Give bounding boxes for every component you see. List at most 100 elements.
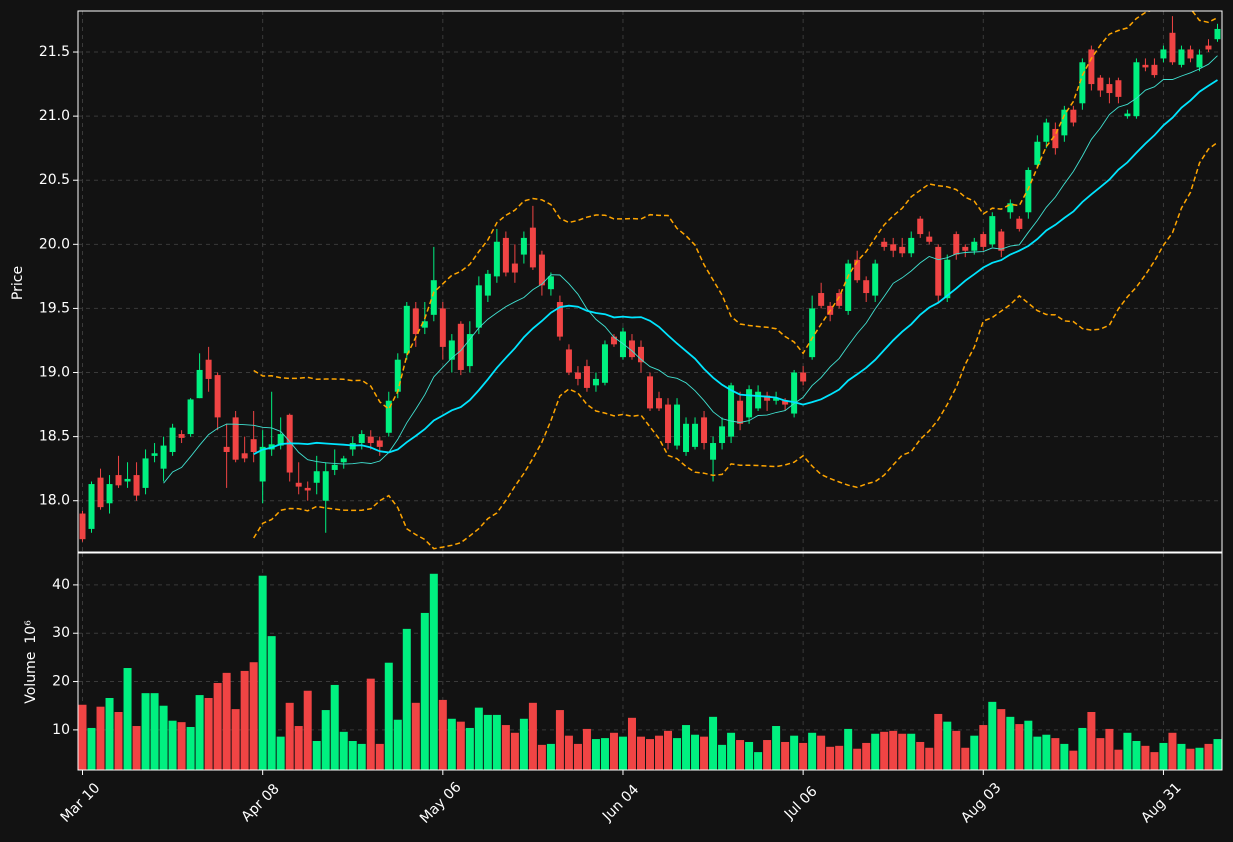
candle-body [430, 280, 437, 315]
volume-bar [321, 710, 330, 770]
y-tick-label: 30 [52, 625, 70, 641]
candle-body [962, 246, 969, 251]
volume-bar [1015, 724, 1024, 770]
volume-bar [168, 720, 177, 770]
y-tick-label: 19.5 [39, 300, 70, 316]
volume-bar [781, 741, 790, 770]
candle-body [908, 237, 915, 254]
candle-body [818, 293, 825, 306]
candle-body [565, 349, 572, 373]
candle-body [142, 458, 149, 488]
candle-body [502, 237, 509, 273]
volume-bar [582, 728, 591, 770]
volume-bar [609, 732, 618, 770]
candle-body [412, 308, 419, 335]
candle-body [809, 308, 816, 358]
volume-bar [339, 731, 348, 770]
candle-body [466, 334, 473, 367]
volume-bar [1033, 736, 1042, 770]
volume-bar [1213, 739, 1222, 770]
candle-body [737, 400, 744, 424]
volume-bar [78, 704, 87, 770]
volume-bar [1150, 752, 1159, 770]
volume-bar [763, 740, 772, 770]
candle-body [637, 346, 644, 363]
candle-body [791, 372, 798, 414]
volume-bar [682, 725, 691, 770]
candle-body [692, 423, 699, 447]
candle-body [556, 302, 563, 337]
volume-bar [204, 697, 213, 770]
candle-body [1214, 28, 1221, 40]
candle-body [304, 487, 311, 491]
candle-body [935, 246, 942, 296]
volume-bar [519, 718, 528, 770]
bollinger-upper [253, 11, 1218, 411]
volume-bar [961, 747, 970, 770]
candle-body [106, 484, 113, 504]
volume-bar [1078, 727, 1087, 770]
candle-body [710, 443, 717, 460]
candle-body [764, 395, 771, 401]
volume-bar [1006, 716, 1015, 770]
volume-bar [348, 741, 357, 770]
candle-body [1070, 109, 1077, 123]
candle-body [331, 464, 338, 470]
volume-exponent: 10⁶ [23, 620, 39, 644]
candle-body [1205, 45, 1212, 50]
y-tick-label: 20 [52, 674, 70, 690]
volume-bar [276, 736, 285, 770]
candle-body [520, 237, 527, 255]
volume-bar [510, 732, 519, 770]
candle-body [619, 331, 626, 358]
volume-bar [925, 747, 934, 770]
volume-bar [627, 717, 636, 770]
candle-body [187, 399, 194, 435]
volume-axis-label: Volume 10⁶ [23, 620, 39, 704]
candle-body [647, 376, 653, 409]
volume-bar [736, 740, 745, 770]
candle-body [1106, 84, 1113, 94]
candle-body [529, 227, 536, 268]
volume-bar [916, 741, 925, 770]
candle-body [1097, 77, 1104, 91]
candle-body [899, 246, 906, 254]
volume-bar [1186, 748, 1195, 770]
volume-bar [673, 738, 682, 770]
candle-body [854, 259, 861, 281]
candle-body [241, 453, 248, 459]
candle-body [863, 280, 870, 294]
volume-bar [943, 721, 952, 770]
volume-bar [826, 746, 835, 770]
volume-bar [618, 736, 627, 770]
volume-bar [546, 743, 555, 770]
volume-bar [555, 710, 564, 770]
volume-bar [483, 714, 492, 770]
candle-body [151, 453, 158, 456]
indicators [163, 11, 1218, 550]
volume-bar [573, 743, 582, 770]
volume-bar [393, 719, 402, 770]
candle-body [367, 436, 374, 444]
volume-bar [501, 725, 510, 770]
volume-bar [700, 736, 709, 770]
candle-body [917, 218, 924, 235]
volume-bar [655, 735, 664, 770]
volume-bar [564, 735, 573, 770]
volume-bar [375, 743, 384, 770]
volume-bar [537, 744, 546, 770]
volume-bar [835, 745, 844, 770]
candle-body [421, 321, 428, 328]
candle-body [665, 404, 672, 444]
volume-bar [970, 735, 979, 770]
volume-bar [105, 697, 114, 770]
candle-body [124, 478, 131, 482]
candle-body [746, 389, 753, 418]
candle-body [1196, 54, 1203, 68]
volume-bar [402, 628, 411, 770]
candle-body [674, 404, 681, 446]
candle-body [656, 398, 663, 409]
candle-body [926, 236, 933, 242]
candle-body [1142, 64, 1149, 68]
candle-body [250, 439, 257, 453]
